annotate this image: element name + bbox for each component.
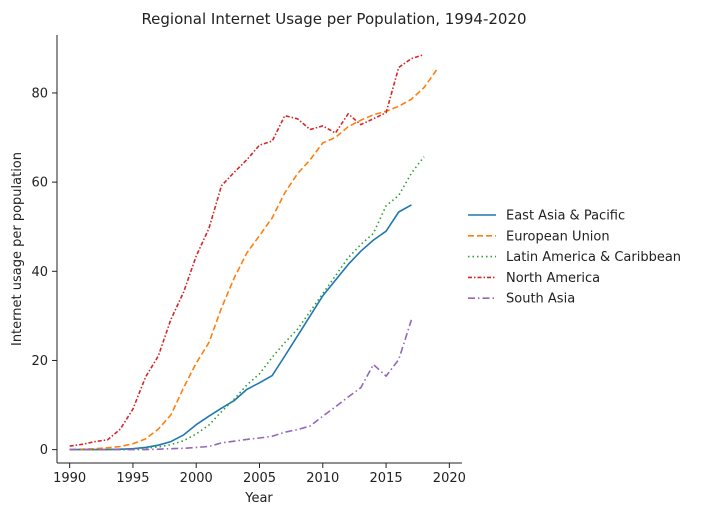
y-tick-label: 20 (31, 354, 48, 369)
x-tick-label: 2005 (243, 471, 276, 486)
series-line-5 (69, 319, 413, 451)
x-axis-label: Year (244, 491, 273, 506)
x-tick-label: 2015 (370, 471, 403, 486)
legend-label: Latin America & Caribbean (506, 250, 681, 265)
series-line-4 (69, 53, 425, 447)
legend-label: European Union (506, 229, 610, 244)
y-tick-label: 60 (31, 176, 48, 191)
chart-title: Regional Internet Usage per Population, … (141, 10, 526, 28)
legend-label: South Asia (506, 292, 575, 307)
y-tick-label: 40 (31, 265, 48, 280)
y-axis-ticks: 0 20 40 60 80 (31, 86, 57, 458)
series-line-3 (69, 156, 425, 451)
plot-area (69, 53, 438, 451)
x-tick-label: 1995 (116, 471, 149, 486)
legend: East Asia & Pacific European Union Latin A… (468, 209, 681, 307)
legend-label: North America (506, 271, 600, 286)
legend-label: East Asia & Pacific (506, 209, 625, 224)
y-tick-label: 80 (31, 86, 48, 101)
y-tick-label: 0 (40, 443, 48, 458)
series-line-1 (69, 204, 412, 451)
x-tick-label: 2010 (306, 471, 339, 486)
x-tick-label: 2020 (433, 471, 466, 486)
x-tick-label: 1990 (53, 471, 86, 486)
series-line-2 (69, 69, 438, 451)
y-axis-label: Internet usage per population (10, 152, 25, 346)
x-axis-ticks: 1990 1995 2000 2005 2010 2015 2020 (53, 463, 466, 486)
x-tick-label: 2000 (180, 471, 213, 486)
